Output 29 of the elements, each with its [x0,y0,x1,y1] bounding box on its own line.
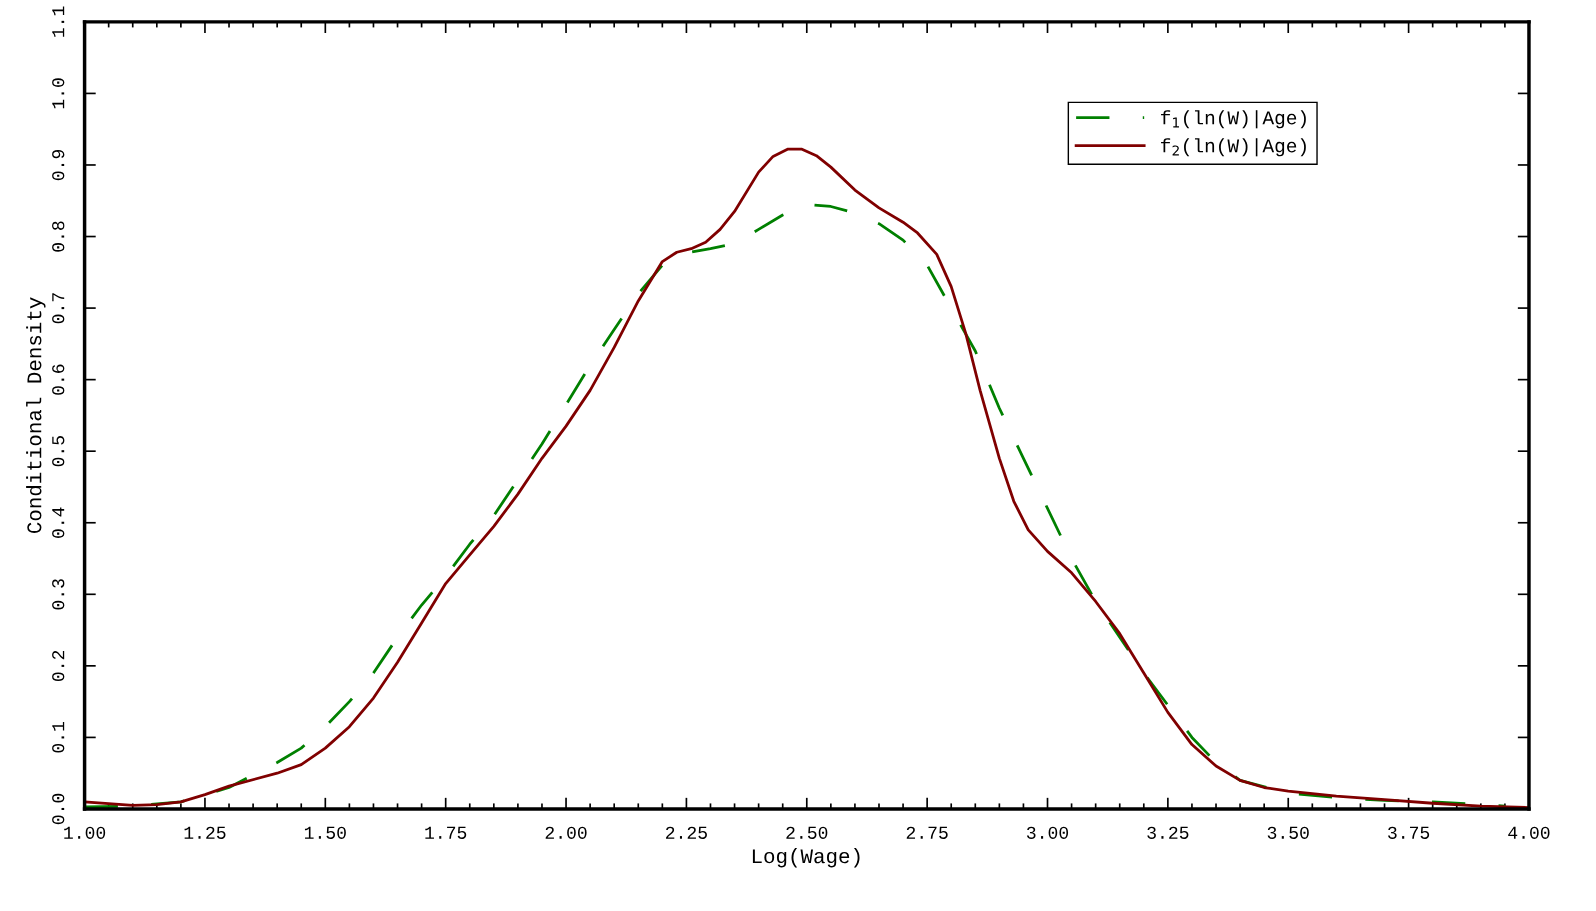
x-tick-label: 3.00 [1026,826,1069,839]
y-tick-label: 0.9 [52,149,65,181]
y-tick-label: 0.1 [52,722,65,753]
x-tick-label: 1.75 [425,826,467,839]
x-tick-label: 2.50 [786,826,828,839]
y-tick-label: 0.2 [52,650,65,682]
x-tick-label: 4.00 [1508,826,1550,839]
x-tick-label: 3.75 [1388,826,1430,839]
x-tick-label: 1.00 [64,826,106,839]
y-tick-label: 0.7 [52,293,65,324]
y-tick-label: 0.8 [52,221,65,252]
x-tick-label: 3.50 [1267,826,1309,839]
x-tick-label: 2.25 [666,826,707,839]
x-tick-label: 1.50 [304,826,346,839]
y-tick-label: 0.4 [52,507,65,538]
x-tick-label: 1.25 [184,826,226,839]
legend-label: f$_{1}$(ln(W)|Age) [1161,110,1306,129]
legend-label: f$_{2}$(ln(W)|Age) [1161,138,1306,157]
y-tick-label: 0.3 [52,579,65,610]
y-axis-title: Conditional Density [26,297,46,534]
x-tick-label: 2.75 [906,826,948,839]
y-tick-label: 0.0 [52,793,65,825]
y-tick-label: 1.0 [52,78,65,109]
y-tick-label: 0.5 [52,436,65,467]
y-tick-label: 1.1 [52,6,65,37]
x-tick-label: 3.25 [1147,826,1189,839]
x-tick-label: 2.00 [545,826,587,839]
y-tick-label: 0.6 [52,364,65,395]
x-axis-title: Log(Wage) [752,848,860,868]
